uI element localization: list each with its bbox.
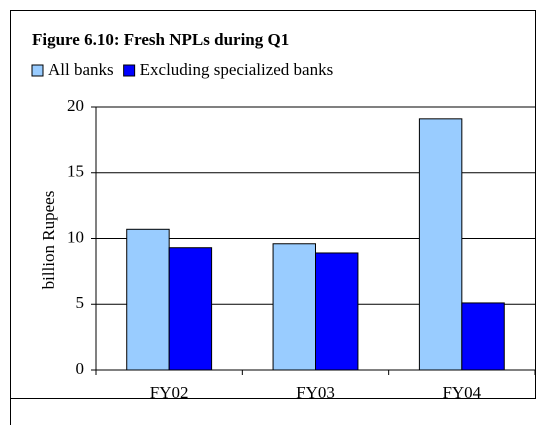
chart-title: Figure 6.10: Fresh NPLs during Q1 (32, 30, 289, 49)
chart-frame (10, 10, 536, 399)
bar (272, 243, 316, 371)
bar (168, 247, 213, 371)
y-axis-label: billion Rupees (39, 191, 58, 290)
bar (315, 252, 359, 371)
legend-label: Excluding specialized banks (140, 60, 334, 79)
bar (461, 302, 505, 371)
y-tick-label: 10 (67, 227, 84, 246)
bar (418, 118, 463, 371)
y-tick-label: 20 (67, 96, 84, 115)
x-tick-label: FY03 (296, 383, 335, 402)
x-tick-label: FY02 (150, 383, 189, 402)
legend-swatch (123, 64, 136, 77)
y-tick-label: 15 (67, 162, 84, 181)
legend-label: All banks (48, 60, 114, 79)
y-tick-label: 0 (76, 359, 85, 378)
y-tick-label: 5 (76, 293, 85, 312)
bar (126, 228, 170, 371)
x-tick-label: FY04 (442, 383, 481, 402)
legend-swatch (31, 64, 44, 77)
